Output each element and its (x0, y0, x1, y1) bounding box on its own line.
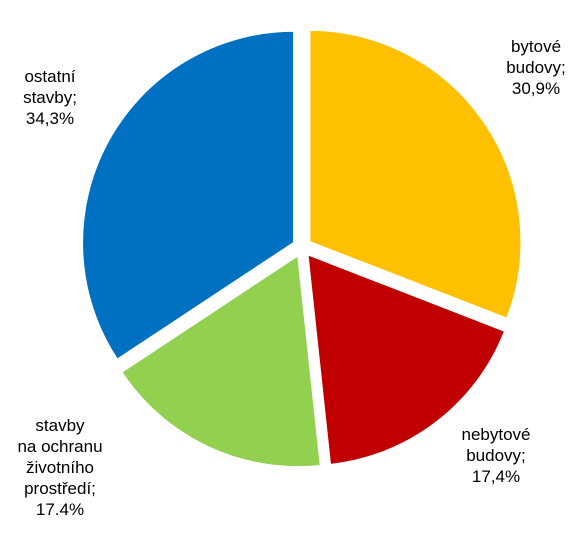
label-line: prostředí; (24, 479, 96, 498)
label-bytove-budovy: bytové budovy; 30,9% (506, 37, 566, 98)
pie-slices (81, 28, 523, 469)
label-line: 34,3% (26, 109, 74, 128)
label-line: ostatní (24, 67, 75, 86)
label-line: 17.4% (36, 500, 84, 519)
label-line: budovy; (506, 58, 566, 77)
label-nebytove-budovy: nebytové budovy; 17,4% (462, 425, 531, 486)
label-line: bytové (511, 37, 561, 56)
slice-bytove-budovy (308, 28, 523, 321)
slice-stavby-ochrana (119, 253, 322, 469)
label-ostatni-stavby: ostatní stavby; 34,3% (23, 67, 77, 128)
label-line: na ochranu (17, 437, 102, 456)
label-line: stavby (35, 416, 85, 435)
label-line: nebytové (462, 425, 531, 444)
pie-labels: bytové budovy; 30,9% nebytové budovy; 17,4% st… (17, 37, 565, 519)
label-line: stavby; (23, 88, 77, 107)
label-line: životního (26, 458, 94, 477)
slice-nebytove-budovy (306, 252, 507, 467)
label-line: 30,9% (512, 79, 560, 98)
label-line: budovy; (466, 446, 526, 465)
slice-ostatni-stavby (81, 29, 296, 362)
label-stavby-ochrana: stavby na ochranu životního prostředí; 17.4% (17, 416, 102, 519)
label-line: 17,4% (472, 467, 520, 486)
